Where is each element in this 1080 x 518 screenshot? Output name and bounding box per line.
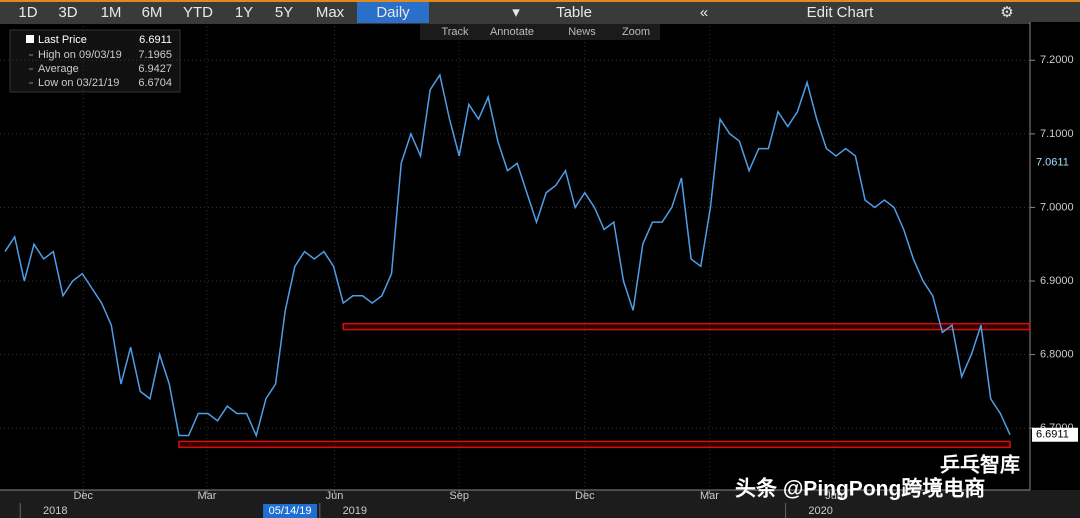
y-tick-label: 7.0000 xyxy=(1040,201,1074,213)
y-axis-area xyxy=(1030,22,1080,490)
price-tag-label: 7.0611 xyxy=(1036,156,1069,168)
x-tick-label: Mar xyxy=(197,490,216,502)
price-line xyxy=(4,73,1011,438)
range-button[interactable]: 5Y xyxy=(275,4,293,21)
date-marker-label: 05/14/19 xyxy=(269,505,312,517)
legend-entry: Low on 03/21/19 xyxy=(38,77,119,89)
edit-chart-button[interactable]: Edit Chart xyxy=(807,4,875,21)
tool-button[interactable]: News xyxy=(568,26,596,38)
year-label: 2019 xyxy=(343,505,367,517)
x-tick-label: Dec xyxy=(73,490,93,502)
watermark: 头条 @PingPong跨境电商 xyxy=(735,477,985,501)
range-button[interactable]: Max xyxy=(316,4,345,21)
legend-entry: Last Price xyxy=(38,34,87,46)
toolbar xyxy=(0,0,1080,24)
range-button[interactable]: 6M xyxy=(142,4,163,21)
range-button[interactable]: 1Y xyxy=(235,4,253,21)
x-tick-label: Jun xyxy=(326,490,344,502)
range-button[interactable]: YTD xyxy=(183,4,213,21)
watermark-brand: 乒乓智库 xyxy=(940,452,1020,476)
support-zone xyxy=(178,440,1011,449)
price-tag xyxy=(1032,155,1078,170)
year-label: 2018 xyxy=(43,505,67,517)
legend-swatch xyxy=(26,35,34,43)
date-marker xyxy=(263,504,318,518)
collapse-icon[interactable]: « xyxy=(700,4,708,21)
x-tick-label: Sep xyxy=(449,490,469,502)
x-axis-area xyxy=(0,490,1080,518)
year-label: 2020 xyxy=(808,505,832,517)
range-button[interactable]: 1D xyxy=(18,4,37,21)
tool-button[interactable]: Track xyxy=(441,26,469,38)
support-zone xyxy=(342,322,1031,331)
tool-strip xyxy=(420,24,660,40)
x-tick-label: Dec xyxy=(575,490,595,502)
legend-entry: Average xyxy=(38,63,79,75)
price-tag xyxy=(1032,427,1078,442)
price-tag-label: 6.6911 xyxy=(1036,429,1069,441)
y-tick-label: 6.9000 xyxy=(1040,275,1074,287)
legend-value: 7.1965 xyxy=(138,49,172,61)
x-tick-label: Jun xyxy=(825,490,843,502)
period-button[interactable] xyxy=(357,2,429,23)
y-tick-label: 7.2000 xyxy=(1040,54,1074,66)
y-tick-label: 6.8000 xyxy=(1040,349,1074,361)
tool-button[interactable]: Annotate xyxy=(490,26,534,38)
legend-entry: High on 09/03/19 xyxy=(38,49,122,61)
tool-button[interactable]: Zoom xyxy=(622,26,650,38)
settings-icon[interactable]: ⚙ xyxy=(1000,4,1013,21)
legend-value: 6.6911 xyxy=(139,34,172,46)
range-button[interactable]: 1M xyxy=(101,4,122,21)
toolbar-accent xyxy=(0,0,1080,2)
dropdown-icon[interactable]: ▾ xyxy=(512,4,520,21)
legend-value: 6.9427 xyxy=(138,63,172,75)
legend-box xyxy=(9,29,181,93)
x-tick-label: Mar xyxy=(700,490,719,502)
range-button[interactable]: 3D xyxy=(58,4,77,21)
table-button[interactable]: Table xyxy=(556,4,592,21)
y-tick-label: 7.1000 xyxy=(1040,128,1074,140)
legend-value: 6.6704 xyxy=(138,77,172,89)
period-label[interactable]: Daily xyxy=(376,4,410,21)
